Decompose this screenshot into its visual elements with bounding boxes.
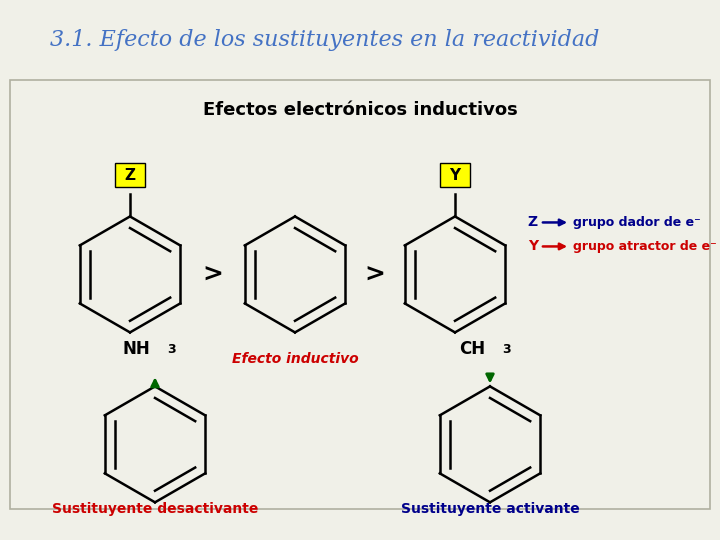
- Text: grupo dador de e⁻: grupo dador de e⁻: [573, 216, 701, 229]
- Text: NH: NH: [122, 340, 150, 359]
- Text: Y: Y: [528, 239, 538, 253]
- Text: Efecto inductivo: Efecto inductivo: [232, 353, 359, 367]
- Text: 3: 3: [502, 343, 510, 356]
- Text: CH: CH: [459, 340, 485, 359]
- Text: >: >: [202, 262, 223, 286]
- Text: >: >: [364, 262, 385, 286]
- Text: grupo atractor de e⁻: grupo atractor de e⁻: [573, 240, 716, 253]
- Text: Y: Y: [449, 168, 461, 183]
- FancyBboxPatch shape: [115, 164, 145, 187]
- Text: Z: Z: [125, 168, 135, 183]
- Text: 3.1. Efecto de los sustituyentes en la reactividad: 3.1. Efecto de los sustituyentes en la r…: [50, 29, 600, 51]
- Text: 3: 3: [167, 343, 176, 356]
- Text: Z: Z: [528, 215, 538, 230]
- FancyBboxPatch shape: [440, 164, 470, 187]
- Text: Efectos electrónicos inductivos: Efectos electrónicos inductivos: [202, 100, 518, 118]
- Text: Sustituyente activante: Sustituyente activante: [400, 502, 580, 516]
- Text: Sustituyente desactivante: Sustituyente desactivante: [52, 502, 258, 516]
